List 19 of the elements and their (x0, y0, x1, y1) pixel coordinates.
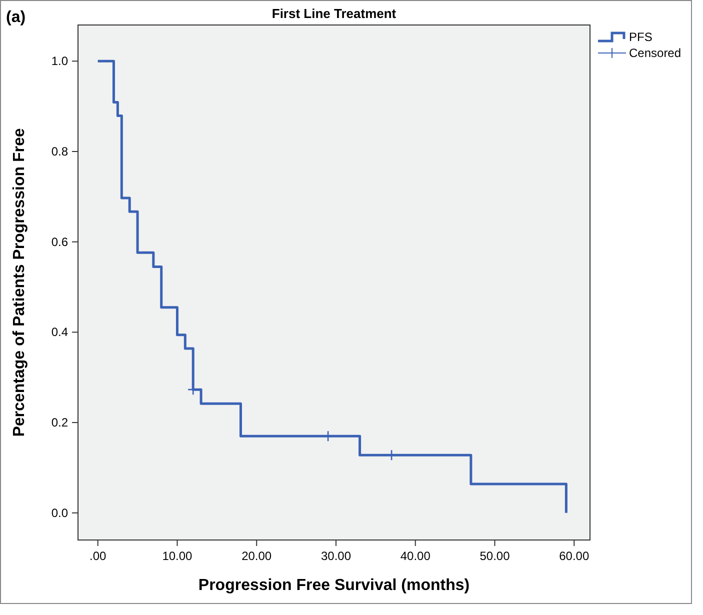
y-axis-title: Percentage of Patients Progression Free (11, 128, 28, 437)
y-tick-label: 0.6 (51, 234, 68, 249)
y-tick-label: 0.4 (51, 325, 68, 340)
y-tick-label: 0.0 (51, 506, 68, 520)
x-tick-label: 60.00 (559, 549, 590, 563)
x-axis-title: Progression Free Survival (months) (198, 577, 470, 594)
x-tick-label: .00 (90, 549, 107, 563)
legend-label: Censored (629, 46, 682, 60)
y-tick-label: 0.8 (51, 144, 68, 158)
legend-label: PFS (629, 30, 652, 44)
x-tick-label: 10.00 (162, 549, 193, 563)
y-tick-label: 1.0 (51, 54, 68, 68)
x-tick-label: 50.00 (480, 549, 510, 563)
x-tick-label: 30.00 (320, 549, 352, 563)
y-tick-label: 0.2 (51, 416, 68, 430)
x-tick-label: 40.00 (400, 549, 431, 563)
chart-title: First Line Treatment (272, 6, 397, 21)
x-tick-label: 20.00 (242, 549, 272, 563)
text: (a) (6, 9, 26, 26)
